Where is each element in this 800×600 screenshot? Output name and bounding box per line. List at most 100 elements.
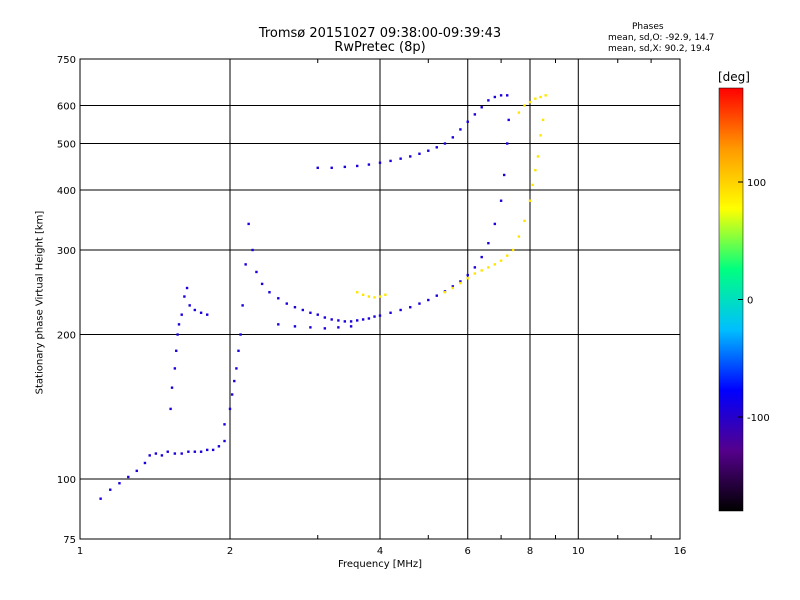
y-tick-label: 400 <box>57 186 76 197</box>
o-trace-point <box>343 320 347 323</box>
o-trace-point <box>185 286 189 290</box>
o-trace-point <box>367 317 371 320</box>
o-trace-point <box>193 450 197 453</box>
o-trace-point <box>505 94 509 97</box>
o-trace-point <box>378 161 382 164</box>
x-tick-label: 2 <box>227 546 233 557</box>
x-trace-point <box>373 296 376 299</box>
x-trace-point <box>451 286 455 290</box>
o-trace-point <box>293 306 297 309</box>
o-trace-point <box>323 327 327 330</box>
o-trace-point <box>418 302 421 305</box>
o-trace-point <box>349 320 353 323</box>
o-trace-point <box>435 146 438 149</box>
y-tick-label: 500 <box>57 140 76 151</box>
colorbar-tick-label: 0 <box>747 296 753 307</box>
x-trace-point <box>487 266 490 269</box>
o-trace-point <box>330 166 333 170</box>
x-tick-label: 16 <box>674 546 687 557</box>
o-trace-point <box>337 319 340 322</box>
x-trace-point <box>541 118 545 122</box>
o-trace-point <box>166 450 169 453</box>
chart-subtitle: RwPretec (8p) <box>334 40 426 55</box>
x-trace-point <box>511 248 515 252</box>
o-trace-point <box>480 255 483 259</box>
o-trace-point <box>435 294 438 297</box>
o-trace-point <box>177 323 181 326</box>
x-trace-point <box>534 168 537 172</box>
o-trace-point <box>244 263 247 266</box>
o-trace-point <box>373 315 376 318</box>
x-trace-point <box>493 263 497 266</box>
o-trace-point <box>255 270 258 274</box>
o-trace-point <box>160 454 164 457</box>
o-trace-point <box>251 248 254 252</box>
x-trace-point <box>505 254 509 257</box>
o-trace-point <box>187 450 190 453</box>
o-trace-point <box>355 319 359 322</box>
o-trace-point <box>466 273 469 277</box>
o-trace-point <box>176 333 179 336</box>
o-trace-point <box>399 157 402 160</box>
x-trace-point <box>544 94 547 97</box>
o-trace-point <box>389 159 392 163</box>
o-trace-point <box>493 95 497 99</box>
o-trace-point <box>349 325 353 328</box>
o-trace-point <box>127 475 130 479</box>
phase-o-stats: mean, sd,O: -92.9, 14.7 <box>608 33 715 43</box>
o-trace-point <box>205 313 209 316</box>
o-trace-point <box>148 454 151 457</box>
o-trace-point <box>175 349 178 352</box>
x-trace-point <box>517 111 521 114</box>
o-trace-point <box>389 311 392 314</box>
o-trace-point <box>316 166 319 170</box>
o-trace-point <box>323 316 327 319</box>
o-trace-point <box>309 326 312 329</box>
y-tick-label: 200 <box>57 331 76 342</box>
x-trace-point <box>528 199 532 202</box>
o-trace-point <box>285 302 288 305</box>
o-trace-point <box>473 113 477 116</box>
o-trace-point <box>418 152 421 155</box>
x-trace-point <box>384 293 387 296</box>
o-trace-point <box>507 118 510 122</box>
o-trace-point <box>427 149 430 152</box>
o-trace-point <box>343 165 347 169</box>
x-tick-label: 4 <box>377 546 383 557</box>
o-trace-point <box>316 313 319 316</box>
y-tick-label: 750 <box>57 55 76 66</box>
x-trace-point <box>466 277 469 280</box>
x-trace-point <box>443 291 447 294</box>
o-trace-point <box>260 282 264 286</box>
x-tick-label: 8 <box>527 546 533 557</box>
y-tick-label: 100 <box>57 475 76 486</box>
y-tick-label: 75 <box>63 535 76 546</box>
o-trace-point <box>487 99 490 102</box>
o-trace-point <box>277 323 280 326</box>
o-trace-point <box>293 325 297 328</box>
o-trace-point <box>502 173 506 177</box>
x-tick-label: 6 <box>465 546 471 557</box>
o-trace-point <box>109 488 112 491</box>
x-trace-point <box>355 291 359 294</box>
x-trace-point <box>499 259 503 262</box>
o-trace-point <box>169 407 172 411</box>
o-trace-point <box>505 142 509 145</box>
x-trace-point <box>517 235 521 238</box>
x-axis-label: Frequency [MHz] <box>337 559 423 570</box>
o-trace-point <box>235 367 238 370</box>
o-trace-point <box>199 450 203 453</box>
x-tick-label: 1 <box>77 546 83 557</box>
o-trace-point <box>143 461 147 465</box>
o-trace-point <box>361 318 365 321</box>
o-trace-point <box>301 308 305 312</box>
o-trace-point <box>118 482 121 485</box>
o-trace-point <box>99 497 102 500</box>
phases-heading: Phases <box>632 22 664 32</box>
o-trace-point <box>223 439 226 443</box>
o-trace-point <box>427 298 430 302</box>
o-trace-point <box>443 142 447 145</box>
x-trace-point <box>378 295 382 298</box>
o-trace-point <box>367 163 371 166</box>
x-trace-point <box>367 295 371 298</box>
